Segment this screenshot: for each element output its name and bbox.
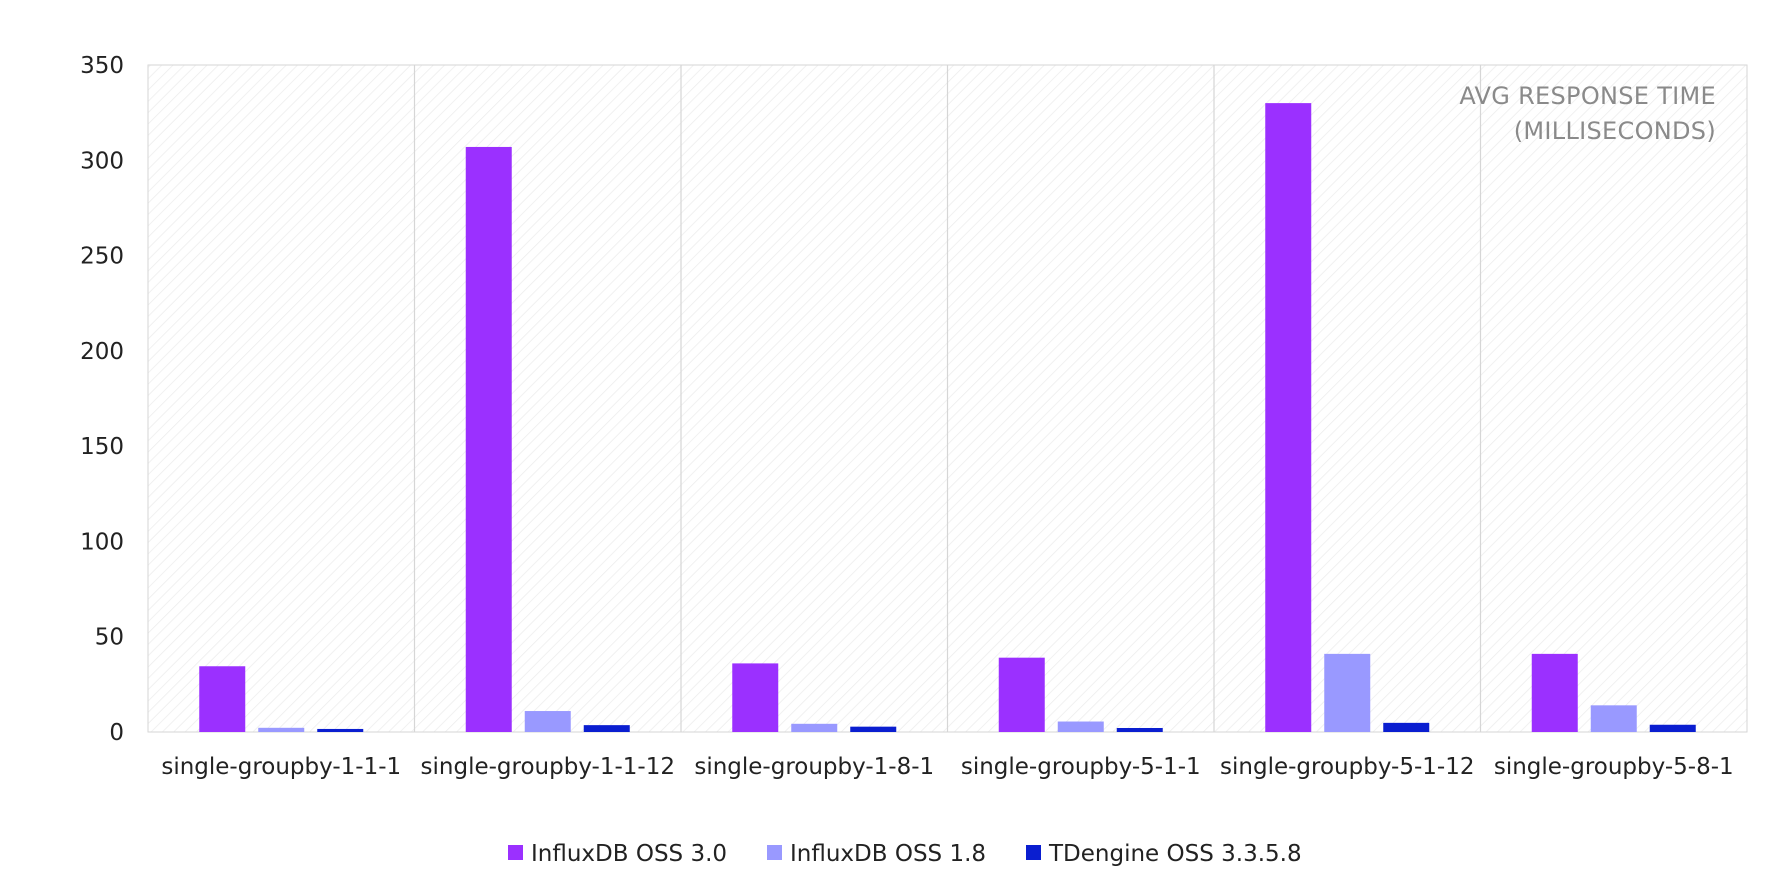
annotation-line-1: AVG RESPONSE TIME	[1459, 82, 1716, 110]
bar	[1057, 721, 1104, 732]
y-tick-label: 250	[80, 244, 124, 270]
bar	[1531, 653, 1578, 732]
bar	[317, 728, 364, 732]
bar	[1265, 103, 1312, 733]
legend: InfluxDB OSS 3.0 InfluxDB OSS 1.8 TDengine…	[508, 841, 1302, 867]
y-tick-label: 50	[95, 625, 124, 651]
x-tick-label: single-groupby-5-8-1	[1494, 754, 1734, 780]
legend-swatch	[767, 845, 782, 860]
bar	[465, 146, 512, 733]
bar	[583, 725, 630, 732]
y-tick-label: 350	[80, 53, 124, 79]
bar	[524, 711, 571, 732]
y-tick-label: 100	[80, 529, 124, 555]
bar	[1590, 705, 1637, 732]
bar	[850, 726, 897, 732]
bar	[791, 723, 838, 732]
x-tick-label: single-groupby-5-1-1	[961, 754, 1201, 780]
legend-label: TDengine OSS 3.3.5.8	[1048, 841, 1302, 867]
bar	[1324, 653, 1371, 732]
bar	[258, 727, 305, 732]
bar	[199, 666, 246, 732]
x-tick-label: single-groupby-5-1-12	[1220, 754, 1474, 780]
bar	[732, 663, 779, 732]
x-tick-label: single-groupby-1-1-1	[161, 754, 401, 780]
x-tick-label: single-groupby-1-8-1	[694, 754, 934, 780]
y-tick-label: 150	[80, 434, 124, 460]
legend-label: InfluxDB OSS 1.8	[790, 841, 986, 867]
legend-label: InfluxDB OSS 3.0	[531, 841, 727, 867]
y-tick-label: 200	[80, 339, 124, 365]
bar	[1116, 727, 1163, 732]
bar	[1649, 724, 1696, 732]
annotation-line-2: (MILLISECONDS)	[1514, 117, 1716, 145]
bar	[998, 657, 1045, 732]
bar	[1383, 722, 1430, 732]
y-tick-label: 0	[109, 720, 124, 746]
legend-swatch	[1026, 845, 1041, 860]
y-tick-label: 300	[80, 148, 124, 174]
x-tick-label: single-groupby-1-1-12	[421, 754, 675, 780]
legend-swatch	[508, 845, 523, 860]
